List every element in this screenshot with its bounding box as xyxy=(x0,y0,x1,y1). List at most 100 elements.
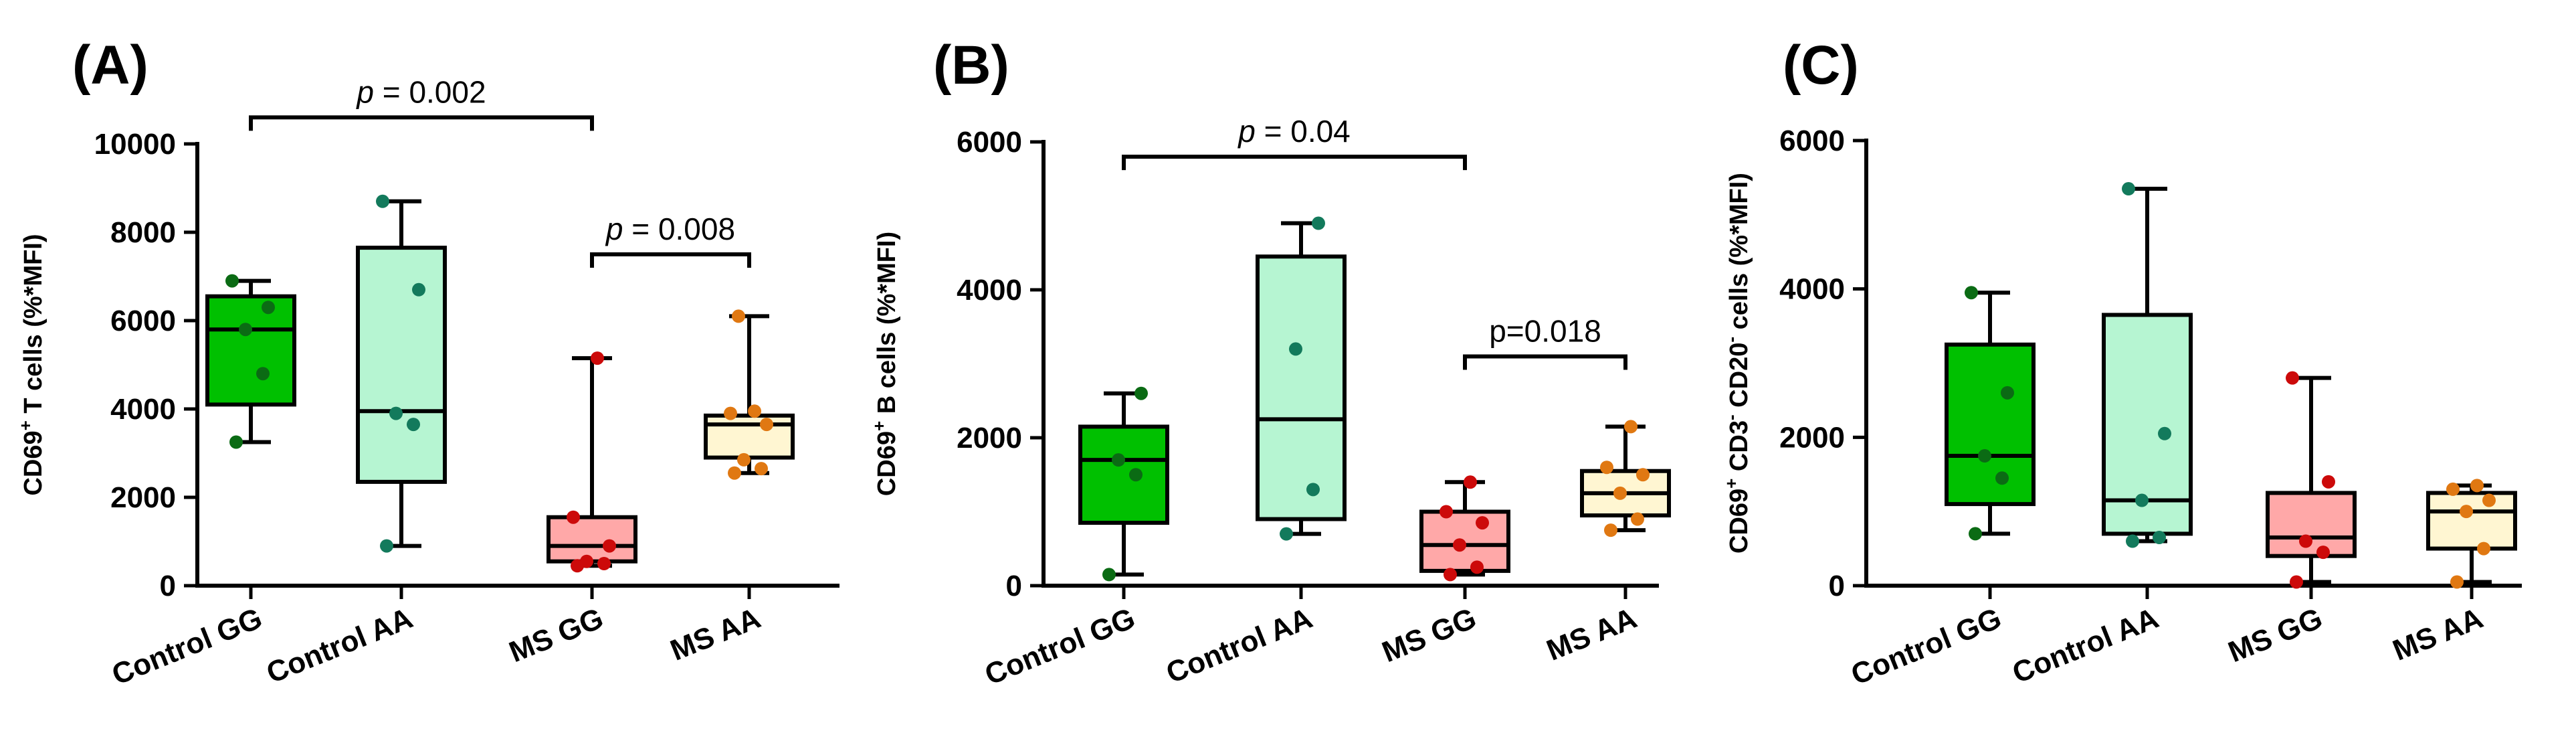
y-tick-label: 6000 xyxy=(1779,124,1845,157)
data-point xyxy=(2126,534,2139,548)
p-symbol: p xyxy=(605,212,623,246)
data-point xyxy=(1306,483,1320,497)
y-axis-label: CD69+ B cells (%*MFI) xyxy=(869,232,901,496)
data-point xyxy=(2122,182,2135,196)
data-point xyxy=(389,406,403,420)
box-ms-gg: MS GG xyxy=(2223,371,2357,669)
p-value: = 0.04 xyxy=(1256,114,1351,149)
data-point xyxy=(2001,386,2014,400)
data-point xyxy=(412,282,425,297)
data-point xyxy=(597,557,611,570)
box-ms-aa: MS AA xyxy=(1542,420,1671,667)
data-point xyxy=(732,309,745,323)
y-tick-label: 6000 xyxy=(957,126,1022,159)
p-value: = 0.002 xyxy=(374,74,486,109)
iqr-box xyxy=(1419,509,1510,573)
y-tick-label: 0 xyxy=(160,570,176,602)
panel-1: (B) CD69+ B cells (%*MFI) 0 2000 4000 6000 Con… xyxy=(869,35,1671,691)
data-point xyxy=(1613,486,1627,500)
data-point xyxy=(1995,471,2009,485)
data-point xyxy=(748,404,761,418)
data-point xyxy=(1129,468,1143,482)
data-point xyxy=(1112,453,1125,467)
significance-bracket: p = 0.04 xyxy=(1122,114,1467,171)
data-point xyxy=(567,510,580,524)
y-axis-label-part: CD69 xyxy=(1725,489,1753,554)
data-point xyxy=(2158,426,2171,440)
iqr-box xyxy=(2426,491,2517,551)
y-tick-label: 8000 xyxy=(110,216,176,249)
data-point xyxy=(591,351,604,365)
y-tick-label: 0 xyxy=(1006,570,1022,602)
y-tick-label: 2000 xyxy=(1779,421,1845,454)
data-point xyxy=(2446,482,2460,496)
x-category-label: Control AA xyxy=(262,602,417,690)
data-point xyxy=(256,367,270,381)
data-point xyxy=(2299,534,2312,548)
box-control-aa: Control AA xyxy=(1162,216,1347,690)
box-ms-aa: MS AA xyxy=(666,309,795,667)
data-point xyxy=(2460,505,2473,519)
box-control-aa: Control AA xyxy=(262,194,447,690)
data-point xyxy=(1978,449,1991,463)
data-point xyxy=(229,435,243,449)
data-point xyxy=(380,539,393,553)
data-point xyxy=(728,466,741,480)
p-symbol: p xyxy=(355,74,374,109)
panel-label: (A) xyxy=(72,35,148,96)
data-point xyxy=(2450,575,2464,589)
data-point xyxy=(1464,475,1477,489)
box-ms-gg: MS GG xyxy=(504,351,637,669)
x-category-label: MS AA xyxy=(666,602,765,667)
x-category-label: MS GG xyxy=(504,602,607,669)
data-point xyxy=(239,323,252,337)
data-point xyxy=(262,301,275,315)
y-axis-label-part: CD69 xyxy=(19,430,47,495)
data-point xyxy=(737,452,751,467)
data-point xyxy=(755,462,768,476)
data-point xyxy=(376,194,389,208)
data-point xyxy=(1476,516,1489,530)
x-category-label: Control AA xyxy=(2008,602,2163,690)
panel-label: (C) xyxy=(1783,35,1859,96)
data-point xyxy=(225,274,239,288)
data-point xyxy=(1453,538,1466,552)
p-value-label: p = 0.008 xyxy=(605,212,735,246)
significance-bracket: p=0.018 xyxy=(1463,313,1627,370)
x-category-label: MS AA xyxy=(2388,602,2487,667)
iqr-box xyxy=(205,294,296,407)
data-point xyxy=(1444,568,1457,582)
panel-0: (A) CD69+ T cells (%*MFI) 0 2000 4000 6000 800… xyxy=(15,35,839,691)
x-category-label: MS AA xyxy=(1542,602,1641,667)
significance-bracket: p = 0.008 xyxy=(590,212,751,268)
iqr-box xyxy=(2266,491,2357,558)
data-point xyxy=(2135,493,2149,507)
y-axis-label: CD69+ CD3- CD20- cells (%*MFI) xyxy=(1721,173,1753,554)
data-point xyxy=(1631,512,1644,526)
data-point xyxy=(1636,468,1650,482)
y-axis-label-part: - xyxy=(1721,337,1741,343)
data-point xyxy=(1965,286,1978,300)
y-tick-label: 4000 xyxy=(1779,273,1845,306)
data-point xyxy=(2290,575,2303,589)
data-point xyxy=(2286,371,2299,385)
x-category-label: MS GG xyxy=(2223,602,2326,669)
p-symbol: p xyxy=(1237,114,1256,149)
data-point xyxy=(1600,461,1613,475)
data-point xyxy=(2153,530,2166,544)
panel-2: (C)CD69+ CD3- CD20- cells (%*MFI)0200040… xyxy=(1721,35,2522,691)
bracket-line xyxy=(1122,155,1467,171)
x-category-label: Control GG xyxy=(108,602,267,691)
significance-bracket: p = 0.002 xyxy=(249,74,594,131)
y-axis-label-part: - xyxy=(1721,414,1741,420)
bracket-line xyxy=(590,252,751,268)
y-axis-label-part: + xyxy=(1721,479,1741,489)
y-tick-label: 4000 xyxy=(957,274,1022,307)
data-point xyxy=(407,418,420,432)
y-axis-label-part: CD69 xyxy=(873,431,901,496)
data-point xyxy=(2322,475,2335,489)
data-point xyxy=(2482,493,2496,507)
x-category-label: Control GG xyxy=(1847,602,2006,691)
data-point xyxy=(760,418,773,432)
